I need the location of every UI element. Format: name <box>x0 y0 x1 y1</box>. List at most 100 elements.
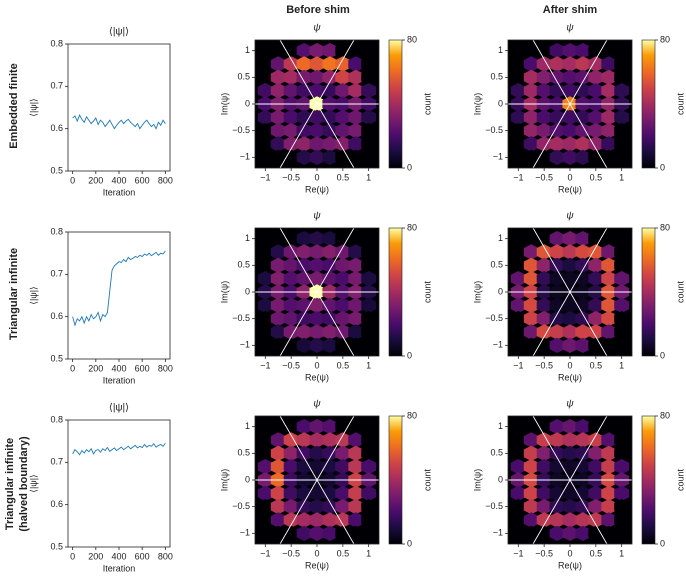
hex-cell <box>348 56 364 72</box>
y-tick-label: −1 <box>493 340 503 350</box>
hex-cell <box>361 324 377 340</box>
y-tick-label: 0.8 <box>50 414 63 424</box>
hex-cell <box>348 109 364 125</box>
hex-cell <box>348 43 364 59</box>
hex-cell <box>510 83 526 99</box>
panel-title: ⟨|ψ|⟩ <box>109 403 129 414</box>
hex-cell <box>562 69 578 85</box>
hex-cell <box>588 311 604 327</box>
hex-cell <box>601 525 617 541</box>
hex-cell <box>335 419 351 435</box>
hex-cell <box>257 499 273 515</box>
hex-cell <box>309 244 325 260</box>
hex-cell <box>335 149 351 165</box>
y-tick-label: 0.5 <box>237 448 250 458</box>
hex-cell <box>361 459 377 475</box>
colorbar-label: count <box>422 468 432 491</box>
y-tick-label: −0.5 <box>485 501 503 511</box>
x-tick-label: 0 <box>70 551 75 561</box>
hex-cell <box>309 69 325 85</box>
hex-cell <box>322 149 338 165</box>
hex-cell <box>601 432 617 448</box>
row-label: Embedded finite <box>8 63 20 149</box>
x-tick-label: −1 <box>513 172 523 182</box>
hex-cell <box>562 56 578 72</box>
hex-cell <box>270 109 286 125</box>
hex-cell <box>549 231 565 247</box>
y-tick-label: 0.7 <box>50 81 63 91</box>
hex-cell <box>348 271 364 287</box>
hex-cell <box>601 324 617 340</box>
plot-area <box>508 416 632 544</box>
hex-cell <box>361 419 377 435</box>
series-line <box>72 114 166 130</box>
hex-cell <box>562 525 578 541</box>
hex-cell <box>322 324 338 340</box>
hex-cell <box>270 83 286 99</box>
hex-cell <box>296 69 312 85</box>
hex-cell <box>588 244 604 260</box>
hex-cell <box>562 512 578 528</box>
hex-cell <box>296 109 312 125</box>
hex-cell <box>549 499 565 515</box>
hex-cell <box>257 257 273 273</box>
hex-cell <box>361 485 377 501</box>
hex-cell <box>601 149 617 165</box>
x-tick-label: −0.5 <box>535 548 553 558</box>
hex-cell <box>309 512 325 528</box>
colorbar <box>641 415 656 545</box>
x-tick-label: 800 <box>158 175 173 185</box>
hex-cell <box>322 485 338 501</box>
hex-cell <box>257 459 273 475</box>
hex-cell <box>309 271 325 287</box>
x-tick-label: −1 <box>513 360 523 370</box>
hex-cell <box>549 432 565 448</box>
hex-cell <box>510 257 526 273</box>
hex-cell <box>562 43 578 59</box>
plot-area <box>508 40 632 168</box>
hex-cell <box>601 136 617 152</box>
hex-cell <box>322 297 338 313</box>
x-tick-label: 600 <box>135 175 150 185</box>
hex-cell <box>296 324 312 340</box>
x-tick-label: 400 <box>111 551 126 561</box>
hex-cell <box>510 297 526 313</box>
hex-cell <box>361 43 377 59</box>
hex-cell <box>614 123 630 139</box>
hex-cell <box>575 419 591 435</box>
hex-cell <box>510 311 526 327</box>
x-tick-label: −0.5 <box>282 172 300 182</box>
y-tick-label: 1 <box>498 233 503 243</box>
colorbar-label: count <box>422 92 432 115</box>
hex-cell <box>536 512 552 528</box>
hex-cell <box>257 512 273 528</box>
plot-area <box>255 416 379 544</box>
y-tick-label: 0 <box>498 98 503 108</box>
hex-cell <box>296 149 312 165</box>
hex-cell <box>270 525 286 541</box>
hex-cell <box>257 337 273 353</box>
hex-cell <box>283 485 299 501</box>
x-tick-label: −0.5 <box>282 548 300 558</box>
hex-cell <box>523 459 539 475</box>
hex-cell <box>283 499 299 515</box>
hex-cell <box>257 445 273 461</box>
hex-cell <box>322 445 338 461</box>
hex-cell <box>348 419 364 435</box>
hex-cell <box>296 43 312 59</box>
hex-cell <box>549 324 565 340</box>
hex-cell <box>348 257 364 273</box>
row-label: Triangular infinite <box>8 248 20 340</box>
hex-cell <box>296 419 312 435</box>
hex-cell <box>523 271 539 287</box>
hex-cell <box>296 123 312 139</box>
hex-cell <box>510 485 526 501</box>
hex-cell <box>549 311 565 327</box>
panel-title: ψ <box>313 23 321 34</box>
x-tick-label: 0 <box>314 360 319 370</box>
hex-cell <box>510 445 526 461</box>
hex-cell <box>270 337 286 353</box>
hex-cell <box>536 231 552 247</box>
hex-cell <box>270 512 286 528</box>
hex-cell <box>361 499 377 515</box>
